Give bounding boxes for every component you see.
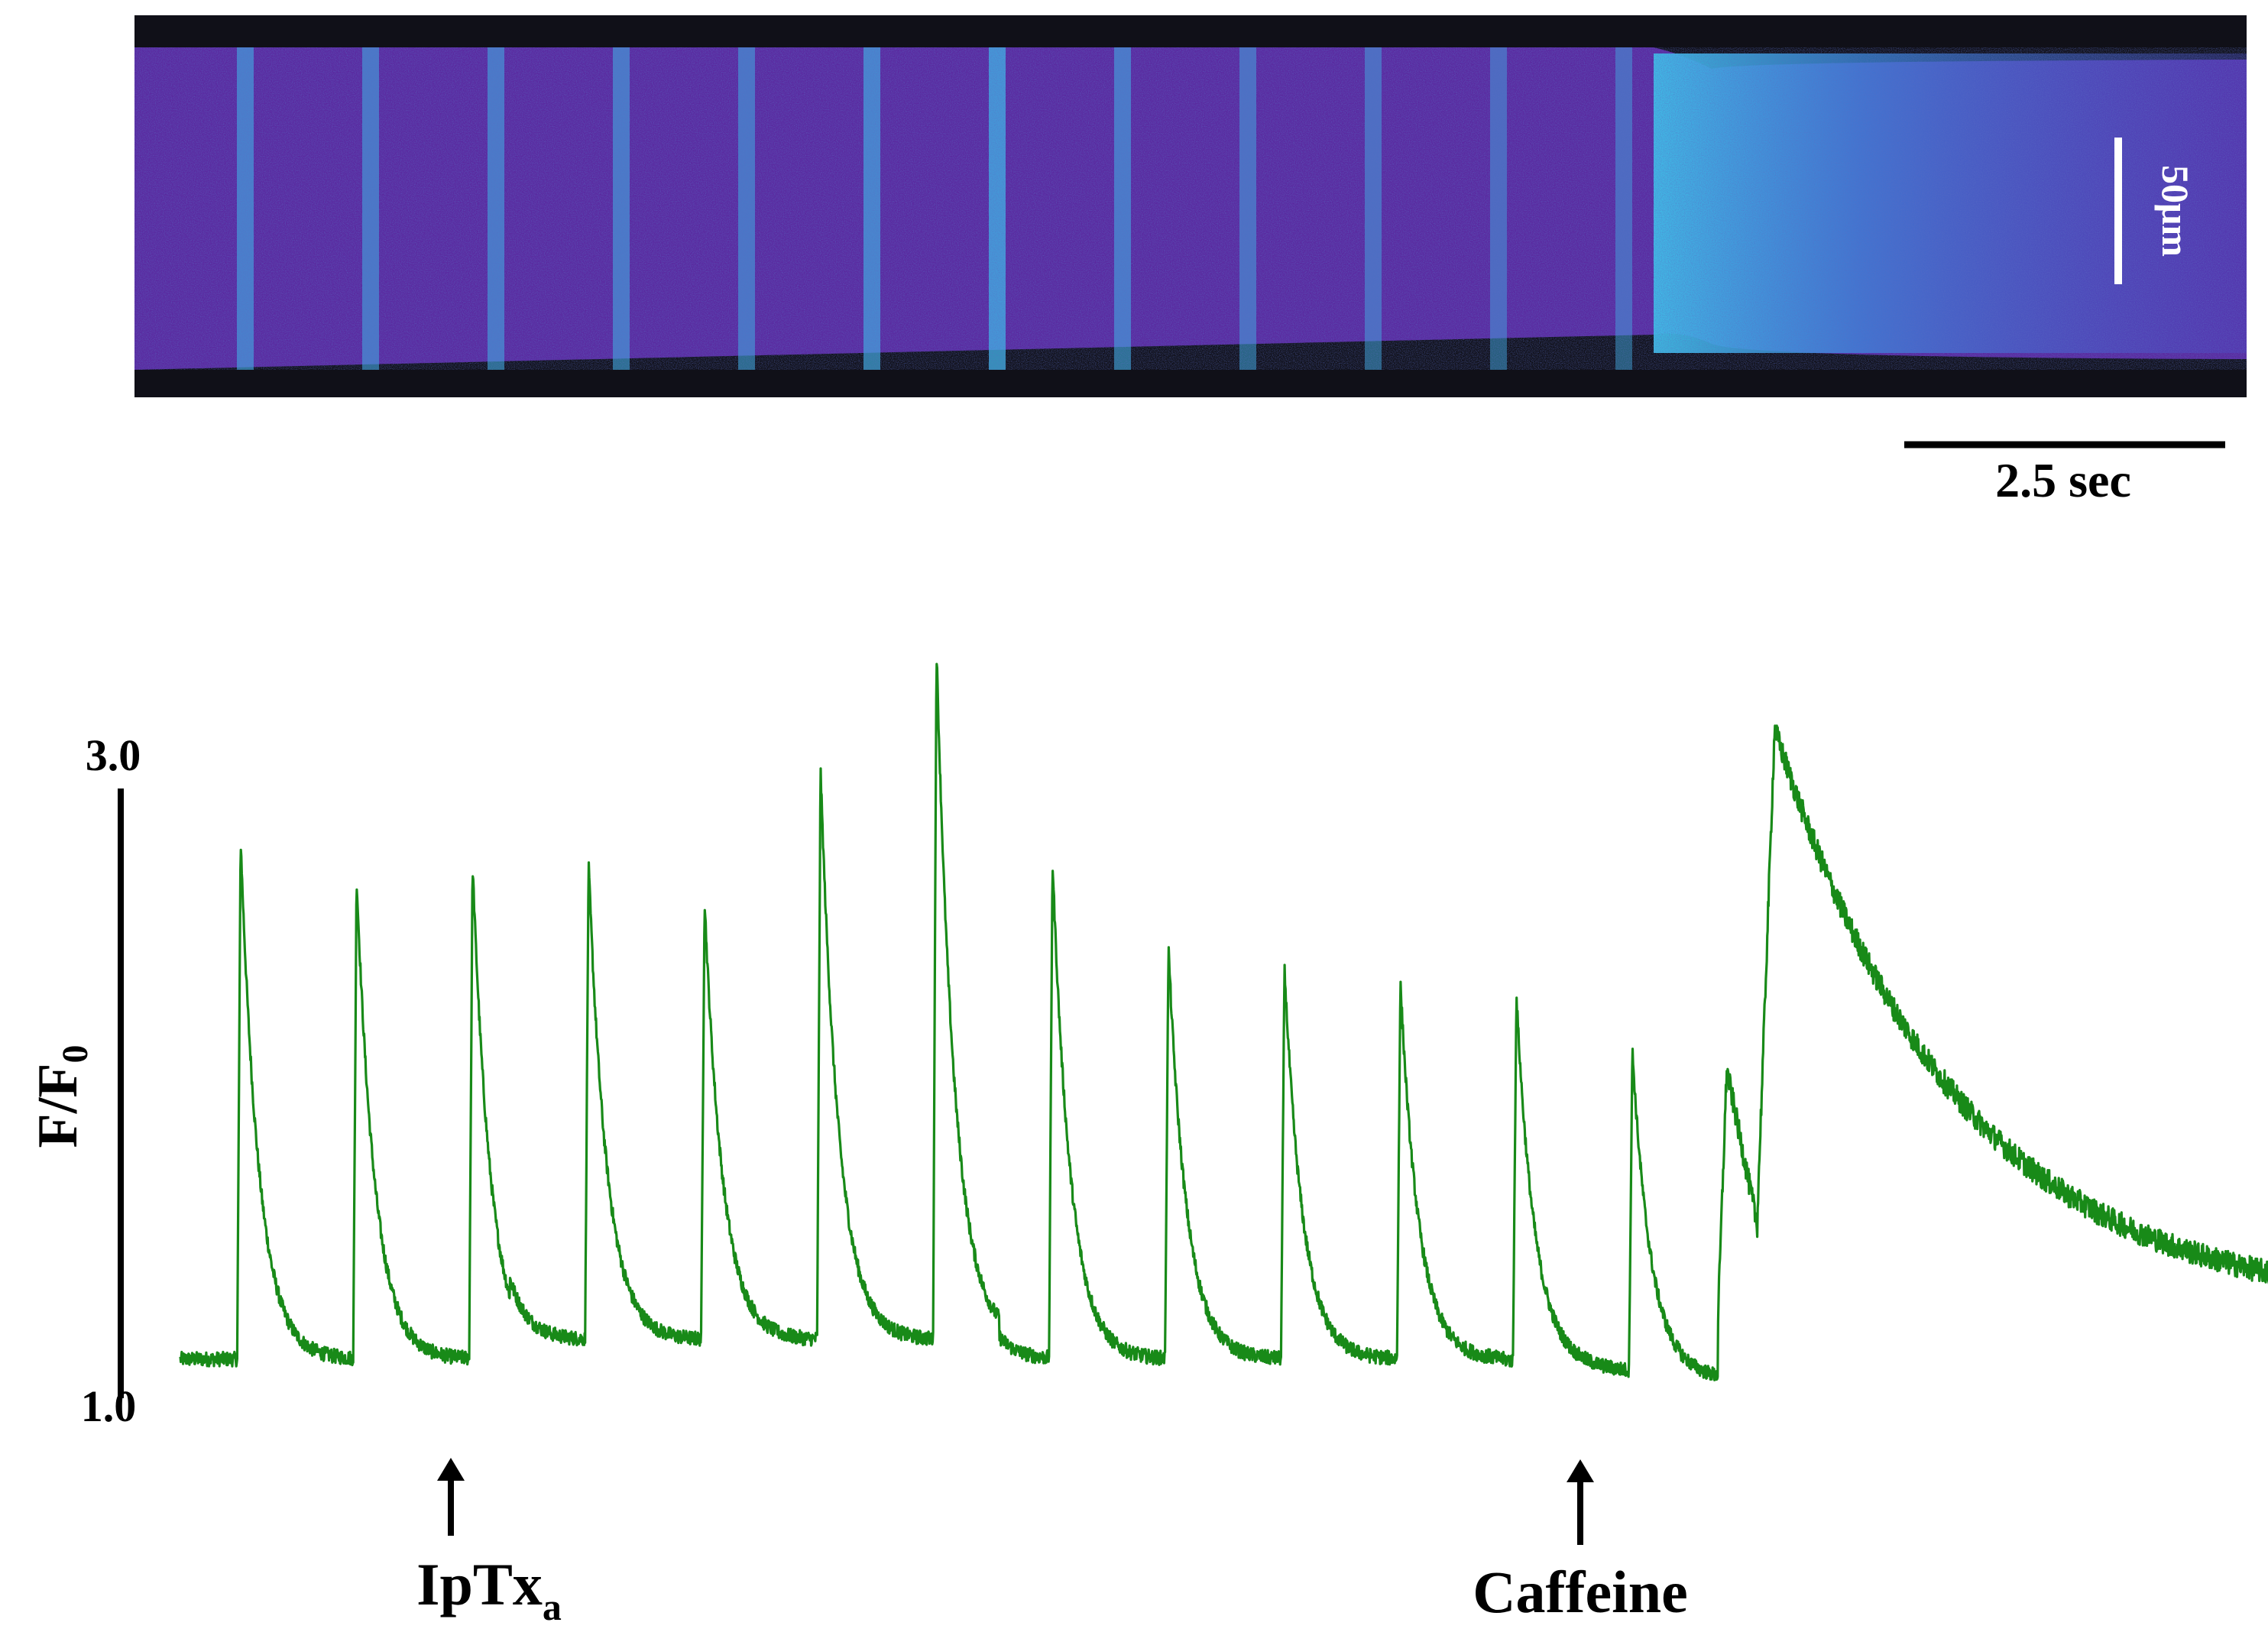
linescan-noise bbox=[134, 47, 2247, 370]
annotation-iptx: IpTxa bbox=[416, 1458, 562, 1628]
svg-text:IpTxa: IpTxa bbox=[416, 1551, 562, 1628]
series-line bbox=[179, 662, 2268, 1381]
annotation-caffeine: Caffeine bbox=[1473, 1459, 1688, 1625]
scalebar-vertical: 50μm bbox=[2114, 138, 2197, 284]
annotation-iptx-label: IpTx bbox=[416, 1551, 543, 1617]
arrow-up-icon bbox=[437, 1458, 465, 1481]
svg-text:F/F0: F/F0 bbox=[27, 1045, 96, 1148]
arrow-up-icon bbox=[1567, 1459, 1594, 1482]
trace-plot: 3.0 1.0 F/F0 IpTxa Caffeine bbox=[27, 662, 2268, 1628]
y-axis-title-subscript: 0 bbox=[55, 1045, 96, 1064]
scalebar-time-label: 2.5 sec bbox=[1995, 453, 2131, 507]
y-axis-title-main: F/F bbox=[27, 1064, 89, 1148]
annotation-caffeine-label: Caffeine bbox=[1473, 1559, 1688, 1625]
scalebar-vertical-label: 50μm bbox=[2154, 165, 2197, 257]
scalebar-time: 2.5 sec bbox=[1904, 441, 2225, 507]
y-axis-title: F/F0 bbox=[27, 1045, 96, 1148]
ytick-label-bottom: 1.0 bbox=[81, 1381, 137, 1431]
ytick-label-top: 3.0 bbox=[86, 730, 141, 780]
annotation-iptx-subscript: a bbox=[543, 1585, 562, 1628]
linescan-panel: 50μm 2.5 sec bbox=[134, 15, 2247, 507]
